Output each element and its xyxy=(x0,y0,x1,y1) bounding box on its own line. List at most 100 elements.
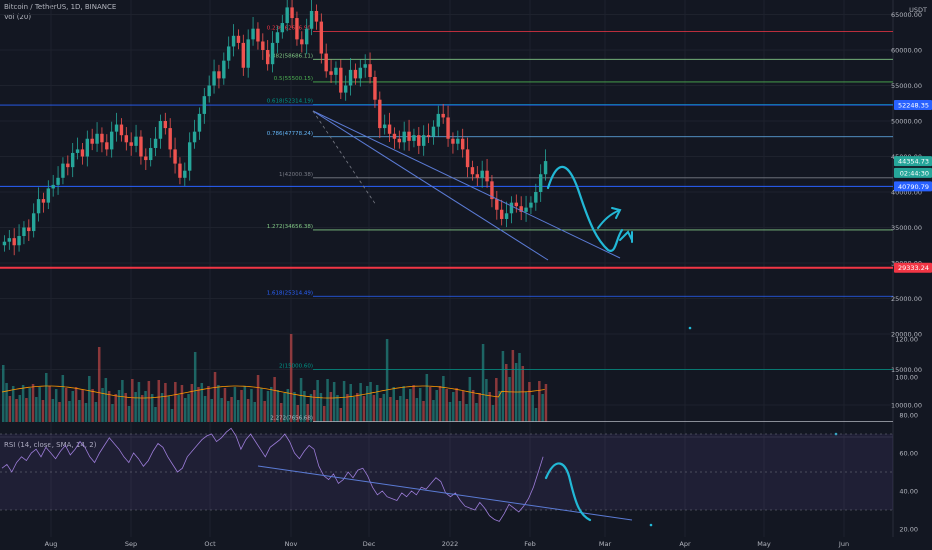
volume-bar xyxy=(293,392,296,422)
date-tick-label: Jun xyxy=(838,540,849,548)
candle-body xyxy=(509,202,514,214)
candle-body xyxy=(290,7,294,19)
volume-bar xyxy=(140,395,144,422)
rsi-tick-label: 80.00 xyxy=(899,412,918,420)
volume-bar xyxy=(15,399,18,422)
candle-body xyxy=(324,53,328,72)
date-tick-label: Sep xyxy=(125,540,137,548)
candle-body xyxy=(270,42,275,65)
candle-body xyxy=(426,135,431,137)
candle-body xyxy=(275,32,280,43)
candle-body xyxy=(319,21,324,54)
candle-body xyxy=(387,124,392,134)
date-tick-label: Aug xyxy=(45,540,58,548)
candle-body xyxy=(17,236,21,246)
volume-bar xyxy=(514,363,518,422)
volume-bar xyxy=(134,392,137,422)
candle-body xyxy=(100,133,104,143)
volume-bar xyxy=(180,385,184,422)
volume-bar xyxy=(5,383,8,422)
volume-bar xyxy=(534,408,538,422)
volume-bar xyxy=(352,397,356,422)
fib-level-label: 0.786(47778.24) xyxy=(267,131,313,137)
volume-bar xyxy=(174,382,177,422)
date-tick-label: May xyxy=(757,540,771,548)
candle-body xyxy=(105,142,109,150)
price-label-box xyxy=(894,167,932,178)
volume-bar xyxy=(170,409,174,422)
price-tick-label: 50000.00 xyxy=(891,118,922,126)
volume-bar xyxy=(253,402,256,422)
volume-bar xyxy=(299,378,303,422)
volume-bar xyxy=(306,404,309,422)
candle-body xyxy=(236,35,241,43)
volume-bar xyxy=(319,393,323,422)
volume-bar xyxy=(428,387,432,422)
volume-bar xyxy=(339,408,343,422)
volume-bar xyxy=(18,395,22,422)
volume-bar xyxy=(25,398,28,422)
volume-bar xyxy=(167,396,170,422)
volume-bar xyxy=(501,351,505,422)
candle-body xyxy=(514,202,519,207)
candle-body xyxy=(124,135,129,143)
volume-bar xyxy=(131,379,134,422)
volume-bar xyxy=(270,387,273,422)
volume-bar xyxy=(289,334,293,422)
price-tick-label: 20000.00 xyxy=(891,331,922,339)
candle-body xyxy=(109,131,114,150)
marker-dot xyxy=(649,523,653,527)
date-tick-label: Nov xyxy=(285,540,298,548)
volume-bar xyxy=(286,389,290,422)
volume-bar xyxy=(157,380,161,422)
volume-bar xyxy=(412,385,415,422)
volume-bar xyxy=(11,386,15,422)
candle-body xyxy=(304,28,309,45)
candle-body xyxy=(407,131,411,141)
volume-bar xyxy=(418,388,422,422)
candle-body xyxy=(207,85,211,97)
axis-currency-label: USDT xyxy=(909,6,927,14)
candle-body xyxy=(22,227,26,237)
volume-bar xyxy=(322,406,326,422)
candle-body xyxy=(475,174,480,178)
price-label-text: 40790.79 xyxy=(898,183,929,191)
candle-body xyxy=(446,117,450,139)
candle-body xyxy=(134,136,138,146)
price-label-box xyxy=(894,181,932,192)
price-tick-label: 35000.00 xyxy=(891,224,922,232)
candle-body xyxy=(192,131,197,143)
candle-body xyxy=(27,227,31,232)
candle-body xyxy=(66,163,70,168)
volume-bar xyxy=(508,377,511,422)
candle-body xyxy=(524,207,528,212)
volume-bar xyxy=(177,395,180,422)
candle-body xyxy=(343,85,348,93)
volume-bar xyxy=(346,394,349,422)
volume-bar xyxy=(84,403,88,422)
volume-bar xyxy=(21,385,25,422)
candle-body xyxy=(431,126,436,137)
volume-bar xyxy=(283,393,286,422)
volume-bar xyxy=(359,383,362,422)
volume-bar xyxy=(28,388,31,422)
volume-bar xyxy=(356,393,359,422)
volume-bar xyxy=(197,387,200,422)
volume-bar xyxy=(217,385,220,422)
rsi-trendline xyxy=(257,465,633,521)
volume-bar xyxy=(150,394,154,422)
candle-body xyxy=(397,138,402,143)
volume-bar xyxy=(402,386,405,422)
volume-bar xyxy=(399,396,402,422)
volume-bar xyxy=(230,397,233,422)
rsi-pane xyxy=(0,427,893,522)
volume-bar xyxy=(273,377,276,422)
horizontal-lines xyxy=(0,104,893,269)
volume-bar xyxy=(445,389,448,422)
price-label-box xyxy=(894,262,932,273)
volume-bar xyxy=(104,378,108,422)
volume-bar xyxy=(210,399,213,422)
volume-bar xyxy=(468,377,472,422)
date-tick-label: Feb xyxy=(524,540,536,548)
